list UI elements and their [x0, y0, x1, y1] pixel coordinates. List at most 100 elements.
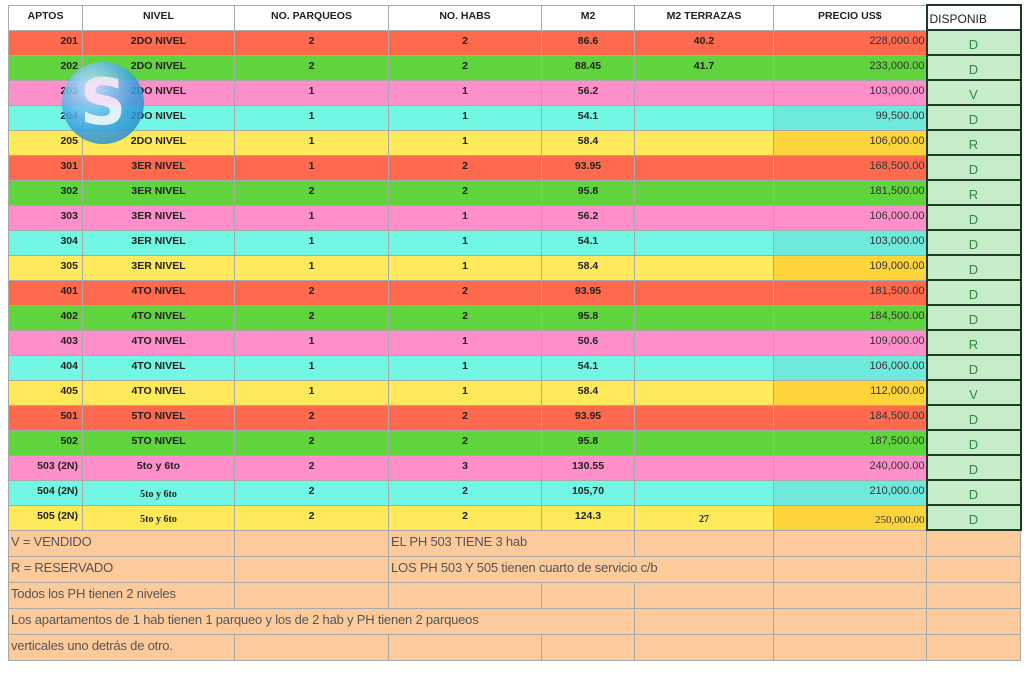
cell-nivel[interactable]: 3ER NIVEL [82, 229, 235, 256]
cell-disponib[interactable]: R [925, 129, 1022, 156]
cell-precio[interactable]: 103,000.00 [773, 79, 927, 106]
cell-habs[interactable]: 2 [388, 429, 542, 456]
empty-cell[interactable] [926, 555, 1021, 583]
empty-cell[interactable] [634, 529, 774, 557]
header-m2[interactable]: M2 [541, 4, 635, 31]
cell-nivel[interactable]: 4TO NIVEL [82, 354, 235, 381]
empty-cell[interactable] [773, 581, 927, 609]
cell-m2[interactable]: 54.1 [541, 104, 635, 131]
note-niveles[interactable]: Todos los PH tienen 2 niveles [8, 581, 235, 609]
empty-cell[interactable] [234, 529, 389, 557]
cell-nivel[interactable]: 5to y 6to [82, 454, 235, 481]
cell-parqueos[interactable]: 1 [234, 229, 389, 256]
cell-disponib[interactable]: R [925, 329, 1022, 356]
cell-terrazas[interactable] [634, 79, 774, 106]
cell-precio[interactable]: 109,000.00 [773, 254, 927, 281]
cell-m2[interactable]: 54.1 [541, 229, 635, 256]
cell-disponib[interactable]: D [925, 479, 1022, 506]
cell-habs[interactable]: 1 [388, 229, 542, 256]
cell-precio[interactable]: 103,000.00 [773, 229, 927, 256]
cell-terrazas[interactable] [634, 154, 774, 181]
cell-precio[interactable]: 109,000.00 [773, 329, 927, 356]
cell-terrazas[interactable]: 40.2 [634, 29, 774, 56]
cell-nivel[interactable]: 4TO NIVEL [82, 304, 235, 331]
cell-apto[interactable]: 403 [8, 329, 83, 356]
cell-habs[interactable]: 1 [388, 254, 542, 281]
cell-apto[interactable]: 502 [8, 429, 83, 456]
cell-m2[interactable]: 50.6 [541, 329, 635, 356]
empty-cell[interactable] [388, 633, 542, 661]
cell-terrazas[interactable] [634, 254, 774, 281]
cell-terrazas[interactable] [634, 279, 774, 306]
cell-m2[interactable]: 58.4 [541, 254, 635, 281]
cell-precio[interactable]: 99,500.00 [773, 104, 927, 131]
cell-disponib[interactable]: D [925, 454, 1022, 481]
cell-parqueos[interactable]: 1 [234, 329, 389, 356]
cell-disponib[interactable]: V [925, 379, 1022, 406]
empty-cell[interactable] [541, 633, 635, 661]
cell-habs[interactable]: 1 [388, 379, 542, 406]
cell-nivel[interactable]: 3ER NIVEL [82, 179, 235, 206]
cell-habs[interactable]: 1 [388, 104, 542, 131]
cell-parqueos[interactable]: 2 [234, 29, 389, 56]
cell-parqueos[interactable]: 2 [234, 279, 389, 306]
cell-m2[interactable]: 88.45 [541, 54, 635, 81]
cell-m2[interactable]: 95.8 [541, 304, 635, 331]
cell-parqueos[interactable]: 2 [234, 429, 389, 456]
cell-habs[interactable]: 2 [388, 29, 542, 56]
note-parqueos-2[interactable]: verticales uno detrás de otro. [8, 633, 235, 661]
header-terrazas[interactable]: M2 TERRAZAS [634, 4, 774, 31]
cell-habs[interactable]: 1 [388, 329, 542, 356]
cell-nivel[interactable]: 2DO NIVEL [82, 129, 235, 156]
cell-disponib[interactable]: R [925, 179, 1022, 206]
cell-habs[interactable]: 1 [388, 129, 542, 156]
cell-m2[interactable]: 105,70 [541, 479, 635, 506]
cell-disponib[interactable]: D [925, 104, 1022, 131]
note-reservado[interactable]: R = RESERVADO [8, 555, 235, 583]
cell-disponib[interactable]: D [925, 29, 1022, 56]
cell-nivel[interactable]: 2DO NIVEL [82, 29, 235, 56]
cell-habs[interactable]: 2 [388, 479, 542, 506]
cell-terrazas[interactable] [634, 329, 774, 356]
cell-parqueos[interactable]: 1 [234, 379, 389, 406]
cell-precio[interactable]: 228,000.00 [773, 29, 927, 56]
cell-terrazas[interactable] [634, 179, 774, 206]
empty-cell[interactable] [773, 555, 927, 583]
cell-nivel[interactable]: 4TO NIVEL [82, 279, 235, 306]
cell-parqueos[interactable]: 1 [234, 104, 389, 131]
cell-m2[interactable]: 124.3 [541, 504, 635, 531]
cell-terrazas[interactable]: 41.7 [634, 54, 774, 81]
cell-habs[interactable]: 1 [388, 354, 542, 381]
cell-precio[interactable]: 168,500.00 [773, 154, 927, 181]
cell-habs[interactable]: 2 [388, 304, 542, 331]
cell-precio[interactable]: 181,500.00 [773, 279, 927, 306]
empty-cell[interactable] [773, 633, 927, 661]
cell-parqueos[interactable]: 1 [234, 354, 389, 381]
cell-parqueos[interactable]: 1 [234, 204, 389, 231]
cell-m2[interactable]: 93.95 [541, 154, 635, 181]
empty-cell[interactable] [234, 555, 389, 583]
header-precio[interactable]: PRECIO US$ [773, 4, 927, 31]
cell-terrazas[interactable] [634, 354, 774, 381]
cell-parqueos[interactable]: 2 [234, 454, 389, 481]
cell-terrazas[interactable] [634, 129, 774, 156]
cell-habs[interactable]: 2 [388, 54, 542, 81]
cell-parqueos[interactable]: 1 [234, 79, 389, 106]
cell-disponib[interactable]: D [925, 154, 1022, 181]
cell-parqueos[interactable]: 2 [234, 54, 389, 81]
cell-disponib[interactable]: D [925, 354, 1022, 381]
cell-precio[interactable]: 250,000.00 [773, 504, 927, 531]
cell-disponib[interactable]: D [925, 254, 1022, 281]
cell-precio[interactable]: 106,000.00 [773, 354, 927, 381]
cell-disponib[interactable]: V [925, 79, 1022, 106]
cell-habs[interactable]: 3 [388, 454, 542, 481]
cell-apto[interactable]: 505 (2N) [8, 504, 83, 531]
empty-cell[interactable] [388, 581, 542, 609]
cell-parqueos[interactable]: 2 [234, 504, 389, 531]
header-parqueos[interactable]: NO. PARQUEOS [234, 4, 389, 31]
empty-cell[interactable] [926, 581, 1021, 609]
cell-terrazas[interactable] [634, 454, 774, 481]
cell-parqueos[interactable]: 2 [234, 404, 389, 431]
cell-apto[interactable]: 501 [8, 404, 83, 431]
cell-habs[interactable]: 2 [388, 154, 542, 181]
